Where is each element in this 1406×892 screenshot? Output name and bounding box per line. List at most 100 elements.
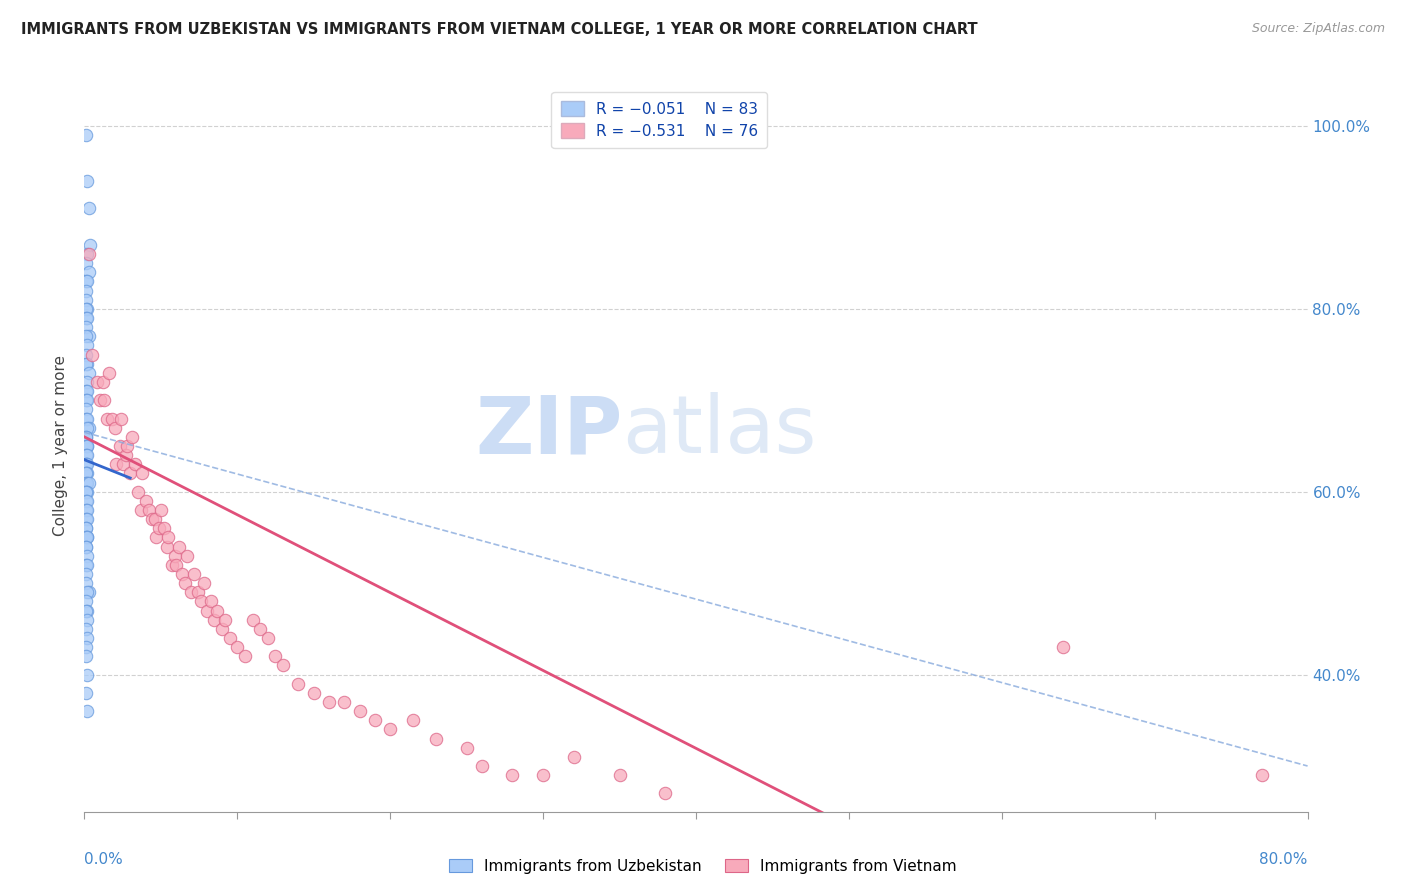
Point — [75, 458, 97, 472]
Point — [75, 284, 97, 298]
Point — [76, 475, 98, 490]
Point — [135, 494, 157, 508]
Point — [77, 366, 100, 380]
Point — [333, 695, 356, 709]
Point — [349, 704, 371, 718]
Point — [75, 439, 97, 453]
Point — [143, 512, 166, 526]
Point — [214, 613, 236, 627]
Point — [76, 375, 98, 389]
Point — [75, 484, 97, 499]
Point — [75, 594, 97, 608]
Text: IMMIGRANTS FROM UZBEKISTAN VS IMMIGRANTS FROM VIETNAM COLLEGE, 1 YEAR OR MORE CO: IMMIGRANTS FROM UZBEKISTAN VS IMMIGRANTS… — [21, 22, 977, 37]
Point — [1250, 768, 1272, 782]
Point — [211, 622, 233, 636]
Point — [76, 338, 98, 352]
Point — [302, 686, 325, 700]
Point — [425, 731, 447, 746]
Point — [75, 275, 97, 289]
Point — [75, 576, 97, 591]
Point — [77, 247, 100, 261]
Point — [165, 558, 187, 572]
Point — [76, 301, 98, 316]
Point — [195, 604, 218, 618]
Point — [101, 411, 124, 425]
Point — [76, 613, 98, 627]
Point — [77, 329, 100, 343]
Point — [111, 458, 134, 472]
Point — [180, 585, 202, 599]
Point — [145, 530, 167, 544]
Point — [380, 723, 402, 737]
Point — [76, 458, 98, 472]
Point — [76, 310, 98, 325]
Point — [75, 293, 97, 307]
Point — [75, 310, 97, 325]
Point — [76, 384, 98, 399]
Point — [75, 503, 97, 517]
Point — [153, 521, 176, 535]
Point — [141, 512, 163, 526]
Point — [193, 576, 215, 591]
Point — [77, 585, 100, 599]
Y-axis label: College, 1 year or more: College, 1 year or more — [53, 356, 69, 536]
Point — [86, 375, 108, 389]
Point — [76, 247, 98, 261]
Point — [105, 458, 128, 472]
Legend: Immigrants from Uzbekistan, Immigrants from Vietnam: Immigrants from Uzbekistan, Immigrants f… — [443, 853, 963, 880]
Point — [226, 640, 249, 655]
Point — [76, 530, 98, 544]
Point — [75, 402, 97, 417]
Point — [120, 467, 142, 481]
Point — [76, 484, 98, 499]
Point — [531, 768, 554, 782]
Point — [77, 201, 100, 215]
Point — [75, 458, 97, 472]
Point — [76, 530, 98, 544]
Point — [76, 174, 98, 188]
Point — [200, 594, 222, 608]
Point — [249, 622, 271, 636]
Point — [75, 357, 97, 371]
Point — [75, 475, 97, 490]
Point — [287, 676, 309, 690]
Point — [76, 467, 98, 481]
Point — [75, 521, 97, 535]
Point — [75, 649, 97, 664]
Point — [76, 503, 98, 517]
Point — [124, 458, 146, 472]
Point — [167, 540, 190, 554]
Point — [75, 622, 97, 636]
Point — [172, 567, 194, 582]
Text: Source: ZipAtlas.com: Source: ZipAtlas.com — [1251, 22, 1385, 36]
Point — [75, 256, 97, 270]
Point — [75, 467, 97, 481]
Point — [163, 549, 186, 563]
Point — [76, 393, 98, 408]
Point — [75, 448, 97, 462]
Point — [75, 384, 97, 399]
Point — [76, 631, 98, 645]
Point — [127, 484, 149, 499]
Point — [402, 714, 425, 728]
Point — [75, 521, 97, 535]
Point — [77, 265, 100, 279]
Text: ZIP: ZIP — [475, 392, 623, 470]
Point — [75, 686, 97, 700]
Point — [75, 512, 97, 526]
Point — [174, 576, 197, 591]
Point — [75, 530, 97, 544]
Point — [75, 640, 97, 655]
Point — [186, 585, 208, 599]
Point — [121, 430, 143, 444]
Point — [609, 768, 631, 782]
Point — [75, 430, 97, 444]
Point — [318, 695, 340, 709]
Point — [1052, 640, 1074, 655]
Point — [80, 348, 103, 362]
Point — [93, 393, 115, 408]
Point — [257, 631, 280, 645]
Point — [138, 503, 160, 517]
Point — [129, 503, 152, 517]
Point — [502, 768, 524, 782]
